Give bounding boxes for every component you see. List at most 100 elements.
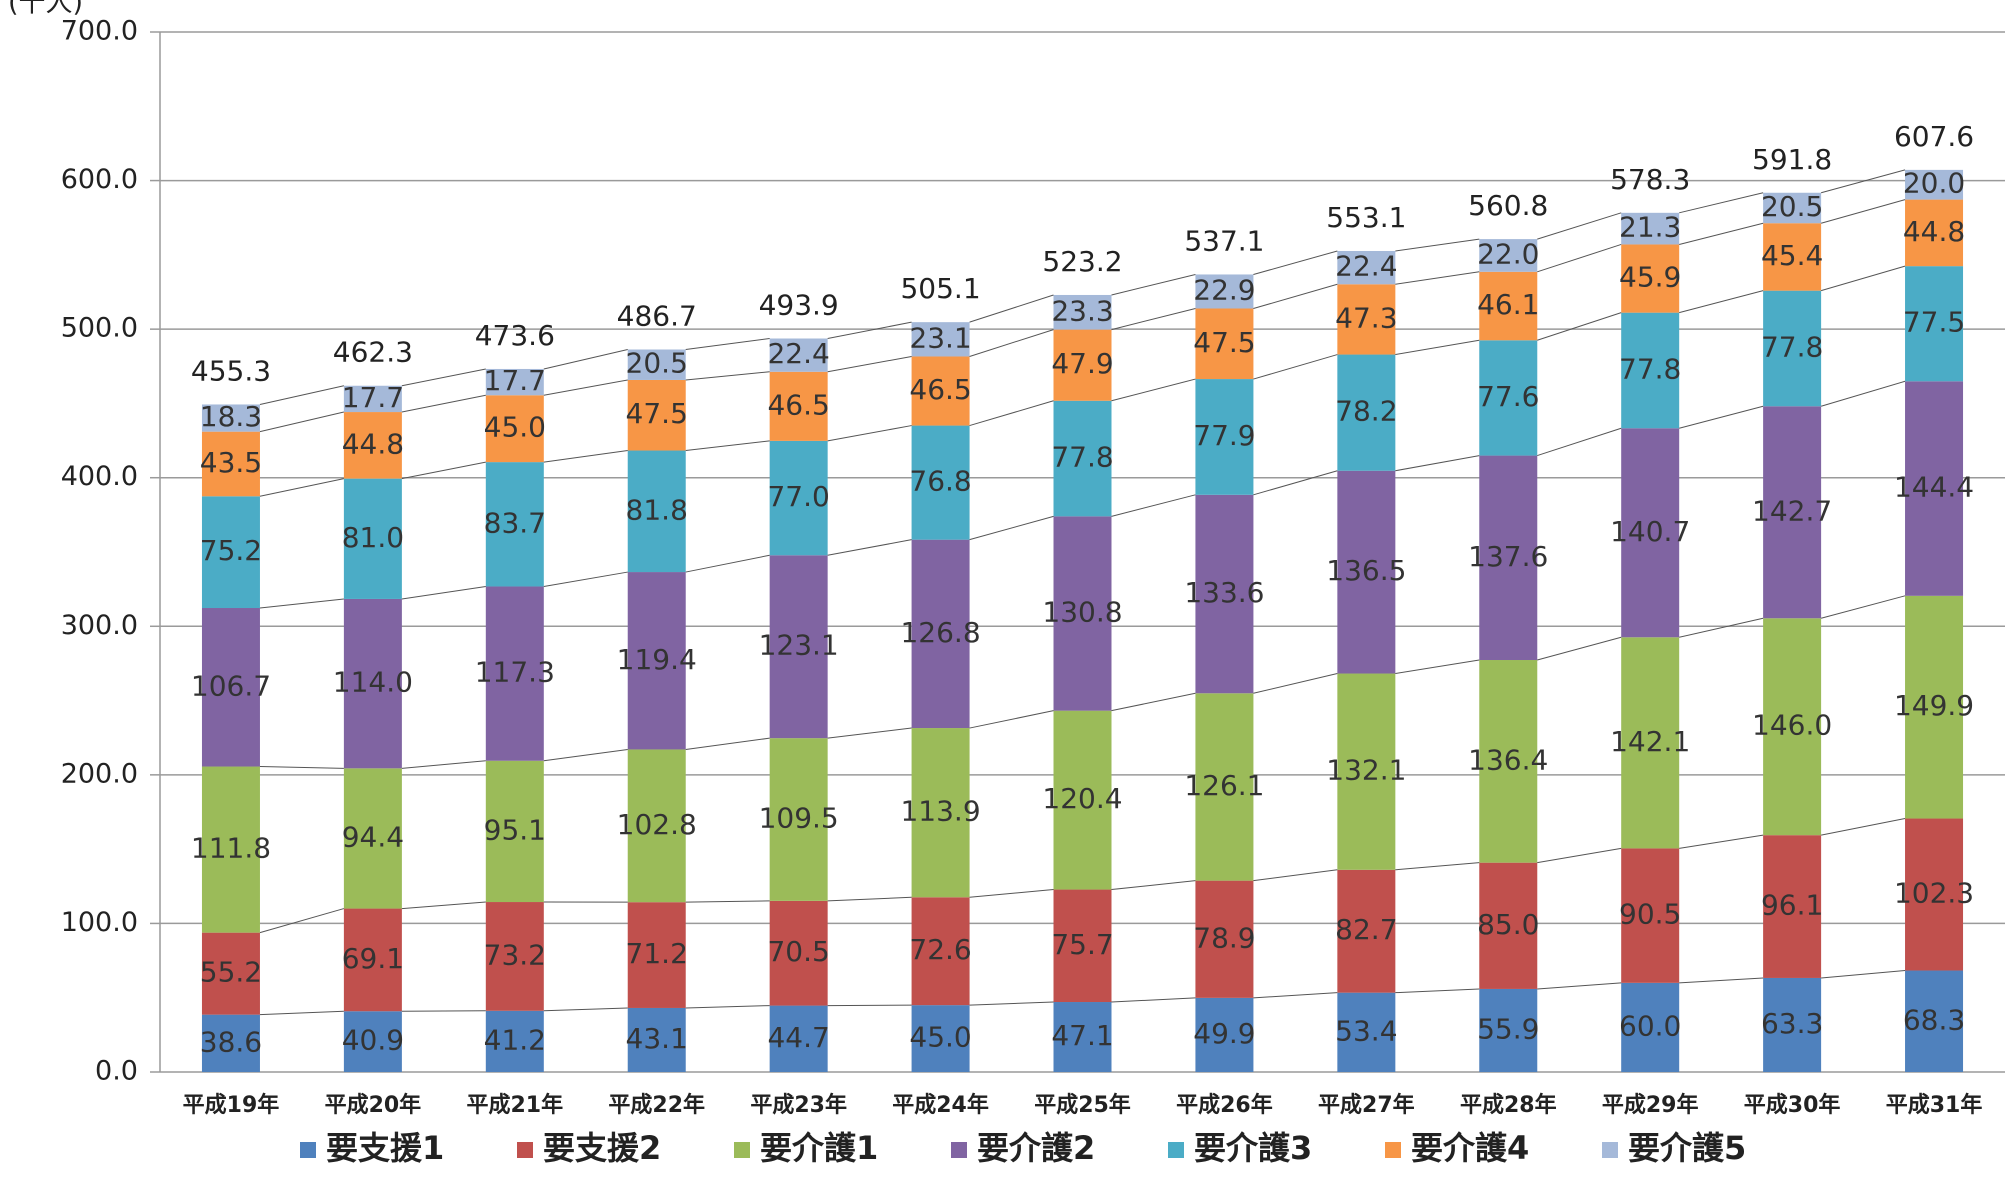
bar-segment bbox=[1479, 271, 1538, 341]
series-line bbox=[1111, 273, 1196, 296]
bar-segment bbox=[1621, 848, 1680, 983]
legend-label: 要支援2 bbox=[543, 1129, 661, 1167]
series-line bbox=[1253, 673, 1338, 694]
data-label: 20.0 bbox=[1903, 167, 1965, 200]
data-label: 55.9 bbox=[1477, 1012, 1539, 1045]
bar-segment bbox=[201, 608, 260, 767]
bar-segment bbox=[1195, 693, 1254, 881]
data-label: 130.8 bbox=[1042, 596, 1122, 629]
legend-swatch bbox=[734, 1142, 750, 1158]
x-tick-label: 平成30年 bbox=[1744, 1092, 1841, 1118]
data-label: 63.3 bbox=[1761, 1007, 1823, 1040]
data-label: 102.3 bbox=[1894, 877, 1974, 910]
series-line bbox=[543, 349, 628, 370]
bar-segment bbox=[627, 902, 686, 1008]
data-label: 77.8 bbox=[1051, 441, 1113, 474]
data-label: 77.5 bbox=[1903, 306, 1965, 339]
series-line bbox=[1395, 988, 1480, 994]
legend-label: 要介護1 bbox=[760, 1129, 878, 1167]
x-tick-label: 平成23年 bbox=[750, 1092, 847, 1118]
data-label: 96.1 bbox=[1761, 889, 1823, 922]
bar-segment bbox=[1053, 516, 1112, 711]
series-line bbox=[827, 539, 912, 556]
data-label: 45.0 bbox=[484, 411, 546, 444]
bar-segment bbox=[1763, 406, 1822, 619]
data-label: 106.7 bbox=[191, 669, 271, 702]
series-line bbox=[969, 515, 1054, 541]
total-label: 537.1 bbox=[1184, 224, 1264, 257]
bar-segment bbox=[343, 478, 402, 599]
series-line bbox=[685, 900, 770, 903]
bar-segment bbox=[1479, 239, 1538, 272]
data-label: 22.4 bbox=[767, 337, 829, 370]
data-label: 132.1 bbox=[1326, 754, 1406, 787]
bar-segment bbox=[1337, 673, 1396, 870]
data-label: 45.9 bbox=[1619, 261, 1681, 294]
series-line bbox=[1537, 312, 1622, 341]
data-label: 82.7 bbox=[1335, 913, 1397, 946]
bar-segment bbox=[1479, 862, 1538, 989]
legend-label: 要支援1 bbox=[326, 1129, 444, 1167]
series-line bbox=[1395, 238, 1480, 252]
data-label: 109.5 bbox=[759, 802, 839, 835]
bar-segment bbox=[1763, 835, 1822, 978]
data-label: 78.9 bbox=[1193, 921, 1255, 954]
data-label: 136.4 bbox=[1468, 743, 1548, 776]
series-line bbox=[259, 411, 344, 433]
data-label: 75.2 bbox=[200, 534, 262, 567]
data-label: 23.1 bbox=[909, 321, 971, 354]
series-line bbox=[969, 329, 1054, 357]
series-line bbox=[1679, 192, 1764, 214]
data-label: 71.2 bbox=[626, 937, 688, 970]
data-label: 69.1 bbox=[342, 942, 404, 975]
series-line bbox=[685, 440, 770, 452]
y-tick-label: 100.0 bbox=[61, 907, 138, 938]
series-line bbox=[1820, 169, 1906, 194]
bar-segment bbox=[343, 1011, 402, 1072]
bar-segment bbox=[627, 349, 686, 380]
series-line bbox=[827, 425, 912, 442]
data-label: 47.3 bbox=[1335, 301, 1397, 334]
series-line bbox=[1111, 997, 1196, 1003]
data-label: 44.8 bbox=[342, 427, 404, 460]
data-label: 23.3 bbox=[1051, 294, 1113, 327]
series-line bbox=[401, 760, 486, 769]
bar-segment bbox=[1621, 212, 1680, 245]
bar-segment bbox=[343, 385, 402, 413]
series-line bbox=[969, 889, 1054, 898]
bar-segment bbox=[201, 404, 260, 432]
bar-segment bbox=[1337, 470, 1396, 674]
data-label: 126.1 bbox=[1184, 769, 1264, 802]
bar-segment bbox=[1337, 992, 1396, 1072]
series-line bbox=[1253, 354, 1338, 380]
bar-segment bbox=[485, 462, 544, 587]
series-line bbox=[685, 554, 770, 573]
bar-segment bbox=[1763, 977, 1822, 1072]
data-label: 21.3 bbox=[1619, 211, 1681, 244]
series-line bbox=[1820, 199, 1906, 224]
data-label: 85.0 bbox=[1477, 908, 1539, 941]
x-tick-label: 平成28年 bbox=[1460, 1092, 1557, 1118]
series-line bbox=[1395, 862, 1480, 871]
data-label: 77.9 bbox=[1193, 419, 1255, 452]
series-line bbox=[1537, 982, 1622, 990]
bar-segment bbox=[1053, 294, 1112, 330]
series-line bbox=[1253, 470, 1338, 496]
series-line bbox=[1253, 250, 1338, 275]
series-line bbox=[1679, 290, 1764, 314]
data-label: 142.1 bbox=[1610, 725, 1690, 758]
bar-segment bbox=[343, 908, 402, 1012]
series-line bbox=[1111, 692, 1196, 712]
bar-segment bbox=[1763, 192, 1822, 224]
bar-segment bbox=[627, 379, 686, 451]
series-line bbox=[259, 908, 345, 934]
bar-segment bbox=[911, 728, 970, 898]
bar-segment bbox=[1479, 340, 1538, 456]
bar-segment bbox=[485, 586, 544, 761]
bar-segment bbox=[1195, 494, 1254, 694]
bar-segment bbox=[201, 431, 260, 497]
bar-segment bbox=[769, 555, 828, 739]
legend-label: 要介護4 bbox=[1411, 1129, 1529, 1167]
bar-segment bbox=[1905, 266, 1964, 382]
bar-segment bbox=[1195, 308, 1254, 380]
